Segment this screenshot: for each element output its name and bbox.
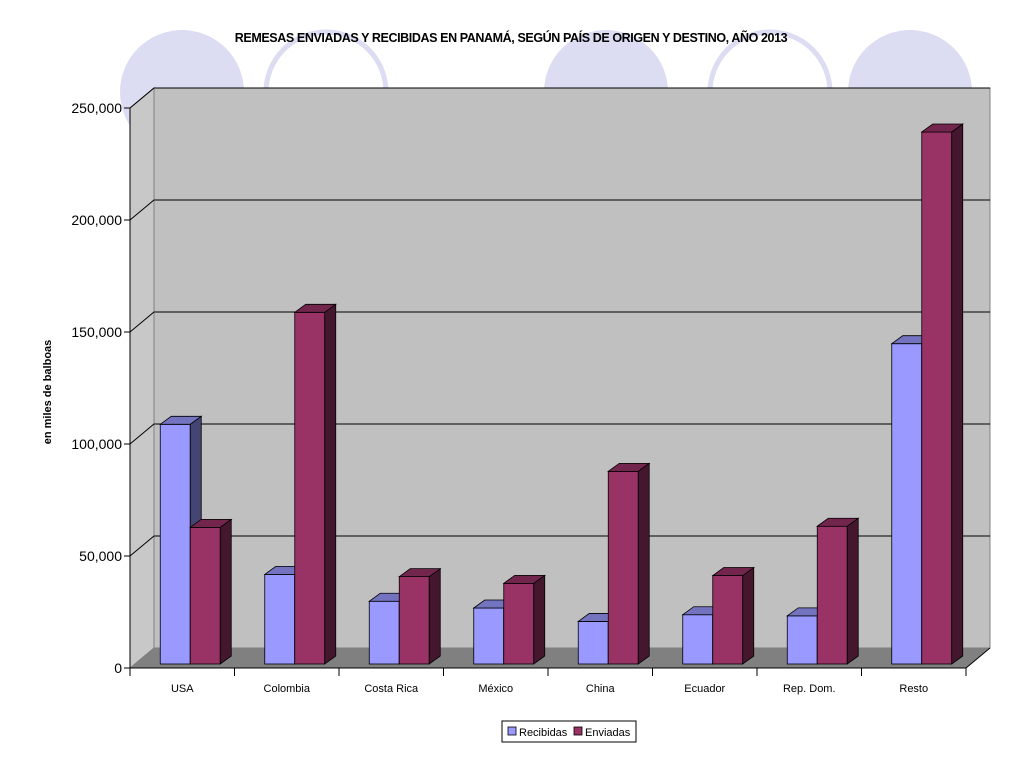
bar-front <box>368 600 400 665</box>
plot-back-wall <box>153 87 991 649</box>
plot-floor <box>130 648 990 668</box>
x-tick-label: Costa Rica <box>364 683 419 695</box>
bar-top <box>711 567 755 576</box>
bar <box>816 517 860 665</box>
floor-edge <box>965 647 991 669</box>
y-tick-label: 0 <box>114 660 122 676</box>
bar-front <box>398 576 430 665</box>
bar-side <box>742 566 755 665</box>
gridline <box>129 199 990 221</box>
bar-top <box>398 568 442 578</box>
y-axis-title: en miles de balboas <box>42 340 54 445</box>
bar-front <box>682 614 714 665</box>
x-tick-label: Colombia <box>264 683 311 695</box>
gridline <box>129 535 990 557</box>
legend-box <box>501 720 637 743</box>
y-tick-label: 250,000 <box>71 100 122 116</box>
bar-side <box>324 303 337 665</box>
bar-top <box>502 574 546 584</box>
bar-front <box>294 311 326 665</box>
legend: Recibidas Enviadas <box>501 720 637 743</box>
y-tick-label: 50,000 <box>79 548 122 564</box>
y-tick-label: 100,000 <box>71 436 122 452</box>
bar-top <box>920 123 964 133</box>
bar-top <box>816 517 860 527</box>
bar-top <box>293 303 337 313</box>
bar-front <box>503 582 535 665</box>
bar-front <box>607 470 639 665</box>
bar-front <box>264 574 296 665</box>
legend-swatch <box>507 726 517 736</box>
bar-side <box>428 567 441 665</box>
bar-front <box>921 131 953 665</box>
bar-side <box>846 517 859 665</box>
y-tick-label: 200,000 <box>71 212 122 228</box>
gridline <box>129 423 990 445</box>
legend-swatch <box>573 726 583 736</box>
bar <box>398 567 442 665</box>
bar-front <box>189 526 221 665</box>
legend-label: Recibidas <box>519 727 568 739</box>
bar-front <box>891 343 923 665</box>
bar <box>920 123 964 665</box>
x-tick-label: Resto <box>899 683 928 695</box>
bar-side <box>951 123 964 665</box>
x-tick-label: China <box>586 683 616 695</box>
bar-front <box>712 575 744 665</box>
bar <box>607 462 651 665</box>
bar-top <box>607 462 651 472</box>
y-tick-label: 150,000 <box>71 324 122 340</box>
bar-front <box>473 607 505 665</box>
chart-title: REMESAS ENVIADAS Y RECIBIDAS EN PANAMÁ, … <box>235 30 788 45</box>
plot-area: 0 50,000 100,000 150,000 200,000 250,000 USA Co… <box>71 86 991 695</box>
x-tick-label: USA <box>171 683 194 695</box>
bar <box>502 574 546 665</box>
x-tick-label: Rep. Dom. <box>783 683 836 695</box>
bar-front <box>786 615 818 665</box>
bar-front <box>816 525 848 665</box>
bar-top <box>189 518 233 528</box>
bar-front <box>159 423 191 665</box>
plot-side-wall <box>129 86 155 670</box>
bar <box>189 518 233 665</box>
bar-front <box>577 621 609 665</box>
legend-label: Enviadas <box>585 727 631 739</box>
x-tick-label: Ecuador <box>684 683 725 695</box>
bar <box>711 566 755 665</box>
gridline <box>129 87 990 109</box>
bar-side <box>219 518 232 665</box>
gridline <box>129 311 990 333</box>
bar <box>293 303 337 665</box>
x-tick-label: México <box>478 683 513 695</box>
bar-side <box>533 574 546 665</box>
bar-top <box>159 415 203 425</box>
bar-side <box>637 462 650 665</box>
